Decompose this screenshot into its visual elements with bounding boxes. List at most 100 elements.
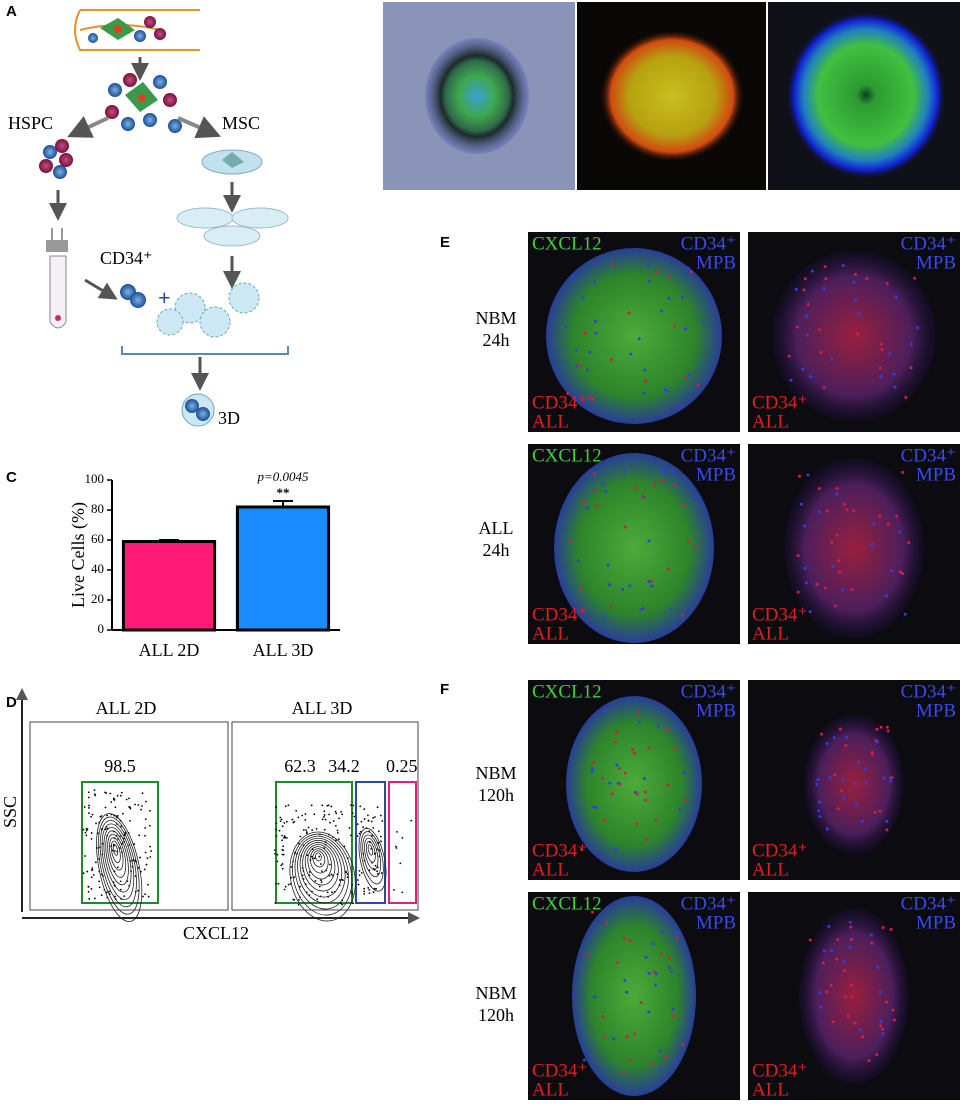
- event-dot: [90, 887, 93, 890]
- cell-dot: [647, 971, 651, 975]
- cell-dot: [663, 388, 667, 392]
- contour: [292, 833, 353, 916]
- event-dot: [84, 831, 87, 834]
- cell-dot: [669, 608, 673, 612]
- cell-dot: [832, 736, 836, 740]
- cell-dot: [854, 298, 858, 302]
- event-dot: [144, 851, 147, 854]
- event-dot: [137, 804, 140, 806]
- cell-dot: [666, 567, 670, 571]
- cell-dot: [878, 366, 882, 370]
- cell-dot: [842, 969, 846, 973]
- cell-dot: [604, 489, 608, 493]
- event-dot: [283, 822, 286, 824]
- cell-dot: [672, 1014, 676, 1018]
- event-dot: [319, 863, 322, 865]
- event-dot: [138, 834, 141, 837]
- cell-dot: [650, 1061, 654, 1065]
- event-dot: [275, 835, 278, 837]
- event-dot: [329, 863, 331, 866]
- event-dot: [335, 812, 338, 815]
- cell-dot: [610, 358, 614, 362]
- event-dot: [360, 820, 363, 823]
- event-dot: [301, 874, 304, 877]
- cell-dot: [610, 792, 614, 796]
- cell-dot: [566, 391, 570, 395]
- cell-dot: [825, 827, 829, 831]
- spheroid: [784, 458, 924, 638]
- all-label: CD34⁺: [532, 840, 587, 861]
- cell-dot: [815, 782, 819, 786]
- cell-dot: [628, 1058, 632, 1062]
- cell-dot: [608, 781, 612, 785]
- cell-dot: [879, 375, 883, 379]
- cell-dot: [853, 1021, 857, 1025]
- cell-dot: [858, 1028, 862, 1032]
- cell-dot: [639, 608, 643, 612]
- cell-dot: [869, 933, 873, 937]
- mpb-label: CD34⁺: [681, 681, 736, 702]
- row-label: 24h: [483, 540, 510, 560]
- contour: [103, 826, 132, 893]
- event-dot: [90, 837, 93, 840]
- all-label: ALL: [532, 1079, 569, 1100]
- event-dot: [128, 797, 130, 800]
- cell-dot: [804, 314, 808, 318]
- contour: [99, 820, 137, 908]
- cell-dot: [674, 1060, 678, 1064]
- cell-dot: [886, 729, 890, 733]
- cell-dot: [831, 1020, 835, 1024]
- spheroid: [799, 908, 909, 1084]
- cell-dot: [842, 796, 846, 800]
- gate-value: 62.3: [284, 756, 316, 776]
- event-dot: [348, 826, 351, 829]
- event-dot: [305, 829, 307, 831]
- cell-dot: [678, 808, 682, 812]
- event-dot: [274, 852, 276, 855]
- event-dot: [120, 791, 123, 794]
- cell-dot: [878, 809, 882, 813]
- event-dot: [358, 874, 361, 877]
- mpb-label: CD34⁺: [901, 893, 956, 914]
- cell-dot: [601, 483, 605, 487]
- cell-dot: [789, 378, 793, 382]
- spheroid: [566, 696, 702, 872]
- cell-dot: [585, 505, 589, 509]
- cell-dot: [590, 770, 594, 774]
- cell-dot: [850, 938, 854, 942]
- y-axis-title: Live Cells (%): [68, 502, 89, 608]
- cell-dot: [818, 815, 822, 819]
- event-dot: [284, 885, 287, 888]
- cell-dot: [641, 607, 645, 611]
- event-dot: [315, 827, 318, 830]
- contour: [365, 841, 376, 863]
- cell-dot: [701, 320, 705, 324]
- event-dot: [396, 831, 398, 833]
- event-dot: [395, 847, 398, 849]
- bar-chart: 0 20 40 60 80 100 ALL 2D ALL 3D p=0.0045**: [85, 469, 340, 660]
- cell-dot: [870, 752, 874, 756]
- event-dot: [308, 871, 311, 873]
- stain-label: CXCL12: [532, 233, 602, 254]
- event-dot: [129, 819, 131, 822]
- cell-dot: [843, 995, 847, 999]
- event-dot: [322, 816, 325, 818]
- event-dot: [142, 895, 144, 898]
- cell-dot: [666, 783, 670, 787]
- event-dot: [323, 810, 326, 813]
- cell-dot: [615, 763, 619, 767]
- cell-dot: [875, 727, 879, 731]
- cell-dot: [682, 771, 686, 775]
- event-dot: [313, 813, 316, 816]
- cell-dot: [878, 1024, 882, 1028]
- event-dot: [140, 808, 143, 811]
- msc-label: MSC: [222, 113, 260, 133]
- event-dot: [353, 815, 356, 818]
- cell-dot: [901, 470, 905, 474]
- spheroid: [546, 248, 722, 424]
- cell-dot: [612, 1037, 616, 1041]
- event-dot: [87, 886, 90, 888]
- cell-dot: [667, 966, 671, 970]
- mpb-label: CD34⁺: [901, 681, 956, 702]
- all-label: ALL: [752, 1079, 789, 1100]
